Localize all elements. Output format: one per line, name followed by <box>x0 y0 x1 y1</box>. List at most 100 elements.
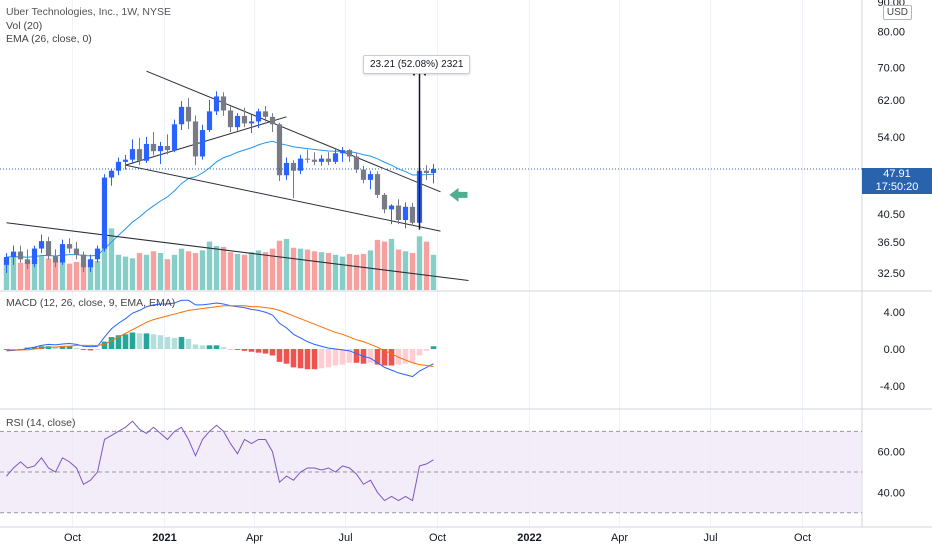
macd-hist-bar <box>73 348 80 349</box>
macd-hist-bar <box>143 333 150 349</box>
volume-bar <box>297 248 304 290</box>
candle-body <box>94 248 101 260</box>
volume-bar <box>80 263 87 290</box>
candle-body <box>143 143 150 161</box>
macd-hist-bar <box>283 349 290 364</box>
price-tick-label: 70.00 <box>877 62 905 74</box>
volume-bar <box>276 240 283 290</box>
rsi-line <box>6 420 434 502</box>
candle-body <box>17 251 24 260</box>
symbol-title[interactable]: Uber Technologies, Inc., 1W, NYSE <box>6 6 171 18</box>
candle-body <box>304 158 311 160</box>
candle-body <box>248 121 255 124</box>
candle-body <box>318 158 325 162</box>
time-tick-label: Jul <box>703 532 717 544</box>
candle-body <box>24 259 31 265</box>
volume-bar <box>325 253 332 290</box>
candle-body <box>430 168 437 173</box>
volume-bar <box>17 262 24 290</box>
candle-body <box>45 241 52 257</box>
candle-body <box>297 158 304 171</box>
volume-bar <box>423 241 430 290</box>
volume-bar <box>311 251 318 290</box>
channel-line <box>125 116 287 166</box>
volume-bar <box>241 254 248 290</box>
macd-hist-bar <box>10 349 17 350</box>
candle-body <box>290 162 297 171</box>
volume-bar <box>38 255 45 290</box>
volume-bar <box>10 256 17 290</box>
macd-hist-bar <box>346 349 353 363</box>
volume-bar <box>206 241 213 290</box>
macd-tick-label: 0.00 <box>884 344 905 356</box>
price-tick-label: 90.00 <box>877 0 905 9</box>
macd-hist-bar <box>171 337 178 349</box>
candle-body <box>80 254 87 268</box>
volume-bar <box>3 257 10 290</box>
candle-body <box>360 169 367 180</box>
volume-bar <box>87 259 94 290</box>
volume-bar <box>31 259 38 290</box>
candle-body <box>108 170 115 178</box>
rsi-legend[interactable]: RSI (14, close) <box>6 417 76 429</box>
measure-arrow[interactable] <box>412 63 427 230</box>
macd-legend[interactable]: MACD (12, 26, close, 9, EMA, EMA) <box>6 297 176 309</box>
macd-hist-bar <box>108 337 115 349</box>
green-arrow <box>449 187 468 202</box>
volume-bar <box>304 249 311 290</box>
time-tick-label: Oct <box>794 532 811 544</box>
macd-hist-bar <box>129 332 136 349</box>
price-axis[interactable]: 90.00 80.00 70.00 62.00 54.00 40.50 36.50 32.50… <box>877 0 905 499</box>
price-tick-label: 54.00 <box>877 132 905 144</box>
green-arrow-marker <box>449 187 468 202</box>
macd-hist-bar <box>185 338 192 349</box>
volume-bar <box>409 253 416 290</box>
volume-bar <box>283 238 290 290</box>
candle-body <box>262 111 269 117</box>
candle-body <box>367 174 374 180</box>
candle-body <box>136 149 143 161</box>
vol-legend[interactable]: Vol (20) <box>6 20 43 32</box>
macd-hist-bar <box>353 349 360 363</box>
candle-body <box>59 244 66 263</box>
ema-legend[interactable]: EMA (26, close, 0) <box>6 33 92 45</box>
candle-body <box>199 130 206 157</box>
trendlines[interactable] <box>6 70 469 282</box>
volume-bar <box>136 253 143 290</box>
macd-hist-bar <box>17 349 24 350</box>
macd-hist-bar <box>115 335 122 349</box>
macd-hist-bar <box>178 337 185 349</box>
candle-body <box>269 116 276 125</box>
macd-tick-label: -4.00 <box>880 381 905 393</box>
currency-button[interactable]: USD <box>882 5 912 20</box>
macd-hist-bar <box>213 345 220 349</box>
time-tick-label: Jul <box>338 532 352 544</box>
candle-body <box>255 111 262 122</box>
time-tick-label: Oct <box>64 532 81 544</box>
volume-bar <box>227 252 234 290</box>
candle-body <box>276 124 283 176</box>
volume-bar <box>269 248 276 290</box>
time-tick-label: Apr <box>611 532 628 544</box>
candle-body <box>346 150 353 157</box>
candle-body <box>213 96 220 112</box>
volume-bar <box>115 254 122 290</box>
macd-hist-bar <box>122 334 129 349</box>
volume-bar <box>129 258 136 290</box>
macd-hist-bar <box>325 349 332 368</box>
macd-hist-bar <box>59 346 66 349</box>
candle-body <box>381 194 388 210</box>
time-axis[interactable]: Oct 2021 Apr Jul Oct 2022 Apr Jul Oct <box>64 532 811 544</box>
volume-bar <box>66 263 73 290</box>
candle-body <box>374 174 381 195</box>
upper-trendline <box>146 70 441 193</box>
time-tick-label: 2022 <box>517 532 541 544</box>
price-tick-label: 80.00 <box>877 27 905 39</box>
volume-bar <box>59 259 66 290</box>
candle-body <box>402 206 409 221</box>
macd-hist-bar <box>101 341 108 349</box>
macd-hist-bar <box>164 337 171 349</box>
candle-body <box>206 111 213 131</box>
candle-body <box>353 156 360 170</box>
